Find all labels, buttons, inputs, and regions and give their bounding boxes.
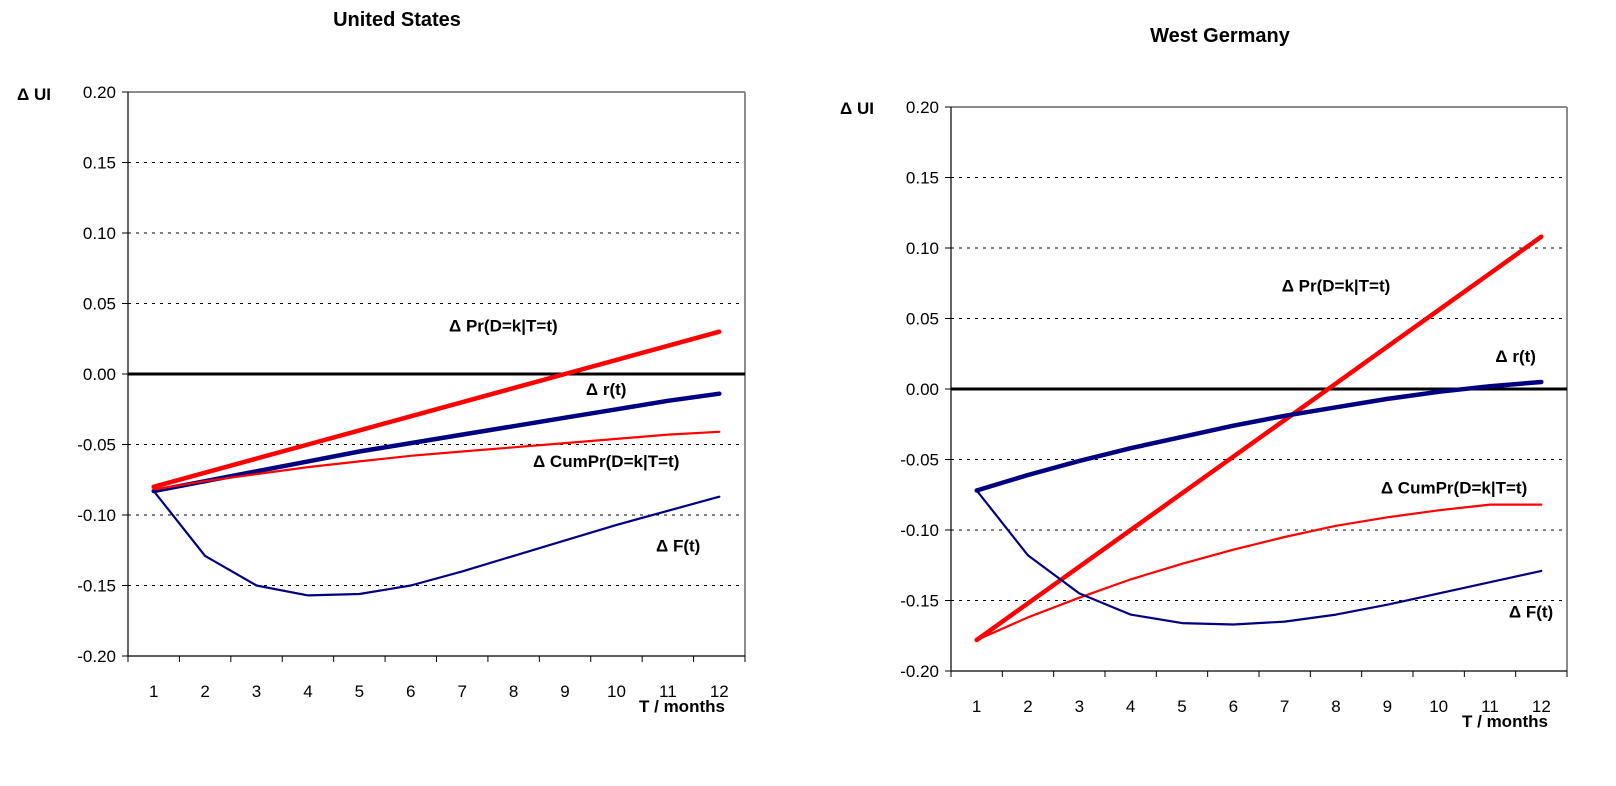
series-label: Δ F(t): [1509, 602, 1553, 621]
x-tick-label: 5: [1177, 697, 1186, 716]
x-tick-label: 9: [1383, 697, 1392, 716]
y-tick-label: 0.15: [83, 154, 116, 173]
x-tick-label: 10: [1429, 697, 1448, 716]
x-tick-label: 5: [355, 682, 364, 701]
chart-title: West Germany: [1150, 25, 1291, 47]
y-tick-label: 0.10: [83, 224, 116, 243]
x-tick-label: 8: [509, 682, 518, 701]
x-axis-label: T / months: [639, 697, 725, 716]
y-tick-label: -0.10: [900, 521, 939, 540]
x-tick-label: 3: [1075, 697, 1084, 716]
series-cumpr-line: [152, 430, 721, 491]
x-tick-label: 6: [1229, 697, 1238, 716]
series-label: Δ r(t): [1495, 347, 1536, 366]
series-f-line: [975, 489, 1543, 626]
x-tick-label: 11: [659, 682, 677, 701]
x-tick-label: 2: [200, 682, 209, 701]
series-label: Δ CumPr(D=k|T=t): [533, 452, 679, 471]
y-tick-label: -0.05: [77, 436, 116, 455]
y-tick-label: 0.05: [83, 295, 116, 314]
y-tick-label: 0.15: [906, 169, 939, 188]
x-tick-label: 1: [972, 697, 981, 716]
chart-title: United States: [333, 9, 461, 31]
y-tick-label: -0.10: [77, 506, 116, 525]
chart-1: West Germany Δ UI T / months 0.20 0.15 0.10 0.…: [840, 25, 1568, 731]
series-label: Δ F(t): [656, 537, 700, 556]
series-pr-line: [151, 329, 722, 490]
x-tick-label: 7: [457, 682, 466, 701]
y-tick-label: -0.20: [900, 662, 939, 681]
chart-0: United States Δ UI T / months 0.20 0.15 0.10 0…: [17, 9, 746, 716]
x-axis-label: T / months: [1462, 712, 1548, 731]
x-tick-label: 4: [303, 682, 312, 701]
y-axis-label: Δ UI: [17, 85, 51, 104]
x-tick-label: 2: [1023, 697, 1032, 716]
series-label: Δ Pr(D=k|T=t): [1282, 277, 1391, 296]
y-tick-label: 0.10: [906, 239, 939, 258]
y-tick-label: 0.20: [83, 83, 116, 102]
y-tick-label: -0.15: [900, 592, 939, 611]
x-tick-label: 8: [1331, 697, 1340, 716]
series-r-line: [974, 379, 1544, 493]
series-pr-line: [974, 234, 1544, 643]
x-tick-label: 3: [252, 682, 261, 701]
series-label: Δ CumPr(D=k|T=t): [1381, 478, 1527, 497]
series-cumpr-line: [975, 503, 1543, 642]
x-tick-label: 11: [1481, 697, 1499, 716]
y-tick-label: 0.00: [83, 365, 116, 384]
series-label: Δ r(t): [586, 380, 627, 399]
y-tick-label: 0.20: [906, 98, 939, 117]
y-tick-label: 0.05: [906, 310, 939, 329]
x-tick-label: 1: [149, 682, 158, 701]
series-label: Δ Pr(D=k|T=t): [449, 317, 558, 336]
x-tick-label: 7: [1280, 697, 1289, 716]
x-tick-label: 12: [710, 682, 729, 701]
y-tick-label: -0.20: [77, 647, 116, 666]
y-tick-label: 0.00: [906, 380, 939, 399]
y-tick-label: -0.15: [77, 577, 116, 596]
y-axis-label: Δ UI: [840, 99, 874, 118]
x-tick-label: 6: [406, 682, 415, 701]
x-tick-label: 9: [560, 682, 569, 701]
series-f-line: [152, 489, 721, 597]
series-r-line: [151, 391, 722, 494]
x-tick-label: 4: [1126, 697, 1135, 716]
x-tick-label: 10: [607, 682, 626, 701]
y-tick-label: -0.05: [900, 451, 939, 470]
x-tick-label: 12: [1532, 697, 1551, 716]
